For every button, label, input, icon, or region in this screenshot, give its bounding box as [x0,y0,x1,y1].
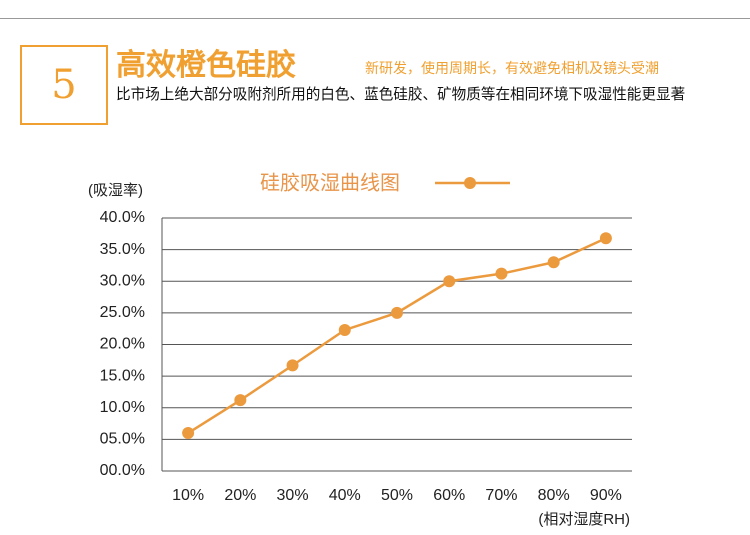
y-axis-label: (吸湿率) [88,182,143,199]
x-tick-label: 10% [172,487,204,504]
point [182,427,195,440]
point [391,306,403,319]
point [286,359,299,372]
line [187,237,607,435]
y-tick-label: 05.0% [100,431,145,448]
y-tick-label: 20.0% [100,336,145,353]
point [599,232,612,245]
x-tick-label: 90% [590,487,622,504]
x-tick-label: 20% [224,487,256,504]
x-tick-label: 40% [329,487,361,504]
point [234,394,247,407]
section-title: 高效橙色硅胶 [116,48,296,83]
divider [0,18,750,19]
x-tick-label: 60% [433,487,465,504]
y-tick-label: 10.0% [100,399,145,416]
point [443,275,456,288]
chart-title: 硅胶吸湿曲线图 [260,171,400,194]
y-tick-label: 25.0% [100,304,145,321]
x-axis-label: (相对湿度RH) [538,511,630,528]
point [495,267,508,280]
x-tick-label: 70% [485,487,517,504]
y-tick-label: 35.0% [100,241,145,258]
point [547,256,560,269]
section-subtitle: 新研发，使用周期长，有效避免相机及镜头受潮 [365,61,659,77]
description: 比市场上绝大部分吸附剂所用的白色、蓝色硅胶、矿物质等在相同环境下吸湿性能更显著 [116,86,686,103]
legend-marker [464,177,476,189]
section-number: 5 [20,45,108,125]
y-tick-label: 40.0% [100,209,145,226]
y-tick-label: 00.0% [100,462,145,479]
x-tick-label: 30% [277,487,309,504]
x-tick-label: 80% [538,487,570,504]
x-tick-label: 50% [381,487,413,504]
y-tick-label: 30.0% [100,272,145,289]
y-tick-label: 15.0% [100,367,145,384]
point [338,323,351,336]
